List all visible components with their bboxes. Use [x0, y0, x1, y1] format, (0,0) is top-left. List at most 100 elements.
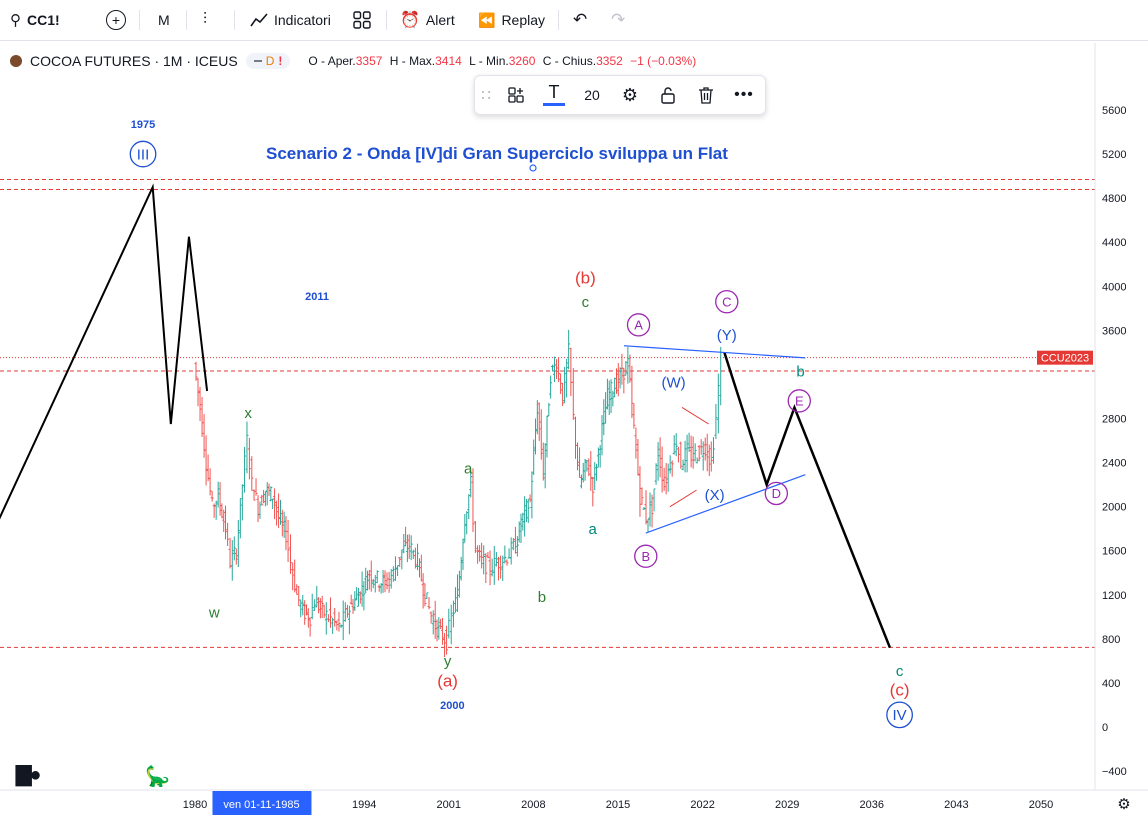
level-label-bg	[1096, 172, 1126, 187]
wave-label-circle	[764, 481, 789, 506]
add-symbol-button[interactable]: +	[106, 0, 126, 40]
currency-selector[interactable]: USD ⌄ t ⌄	[1099, 49, 1146, 99]
chart-type-button[interactable]: ⫶	[203, 0, 207, 40]
low-value: 3260	[508, 54, 536, 68]
separator	[186, 10, 187, 30]
tradingview-logo[interactable]: ▇●	[16, 762, 42, 787]
more-dots-icon: •••	[734, 86, 754, 103]
x-tick-label: 2036	[860, 799, 884, 811]
gear-icon: ⚙	[621, 84, 639, 105]
alert-label: Alert	[425, 12, 455, 28]
separator	[558, 10, 559, 30]
delayed-badge: D	[265, 54, 275, 68]
level-label-bg	[1096, 640, 1126, 655]
tv-logo-icon: ▇●	[16, 764, 42, 786]
alert-button[interactable]: ⏰ Alert	[400, 0, 455, 40]
wave-label: 1975	[131, 119, 155, 131]
crosshair-date-bg	[212, 791, 312, 815]
wave-label: IV	[893, 707, 907, 724]
y-tick-label: 0	[1102, 722, 1108, 734]
wave-label: B	[641, 549, 650, 564]
price-label: 5313	[1101, 137, 1125, 149]
y-tick-label: −400	[1102, 766, 1127, 778]
legend-badges[interactable]: D !	[245, 53, 291, 69]
y-tick-label: 5600	[1102, 105, 1126, 117]
wave-label: 2011	[305, 291, 329, 303]
lock-button[interactable]	[649, 76, 687, 114]
template-button[interactable]	[497, 76, 535, 114]
chart-title[interactable]: Scenario 2 - Onda [IV]di Gran Superciclo…	[266, 144, 728, 163]
x-tick-label: 2029	[775, 799, 799, 811]
font-size-button[interactable]: 20	[573, 76, 611, 114]
axis-settings-button[interactable]: ⚙	[1114, 794, 1134, 814]
warning-badge: !	[278, 54, 283, 68]
wave-label: a	[464, 460, 473, 477]
scale-selector[interactable]: t ⌄	[1106, 79, 1135, 93]
layouts-button[interactable]	[353, 0, 371, 40]
drag-handle[interactable]: ∷	[481, 87, 491, 104]
x-tick-label: 2043	[944, 799, 968, 811]
interval-button[interactable]: M	[158, 0, 170, 40]
indicators-button[interactable]: Indicatori	[250, 0, 331, 40]
x-tick-label: 2022	[690, 799, 714, 811]
x-tick-label: 1994	[352, 799, 376, 811]
wave-label: b	[796, 363, 804, 380]
gear-icon: ⚙	[1117, 796, 1131, 813]
elliott-wave-path	[0, 183, 209, 520]
change-value: −1 (−0.03%)	[630, 54, 697, 68]
y-tick-label: 2800	[1102, 414, 1126, 426]
wave-label: w	[208, 605, 220, 622]
x-tick-label: 2001	[437, 799, 461, 811]
symbol-tag-bg	[1037, 350, 1093, 365]
high-value: 3414	[435, 54, 462, 68]
triangle-lower-line	[645, 474, 806, 534]
price-label-bg	[1096, 134, 1130, 149]
triangle-upper-line	[624, 345, 806, 359]
text-t-icon: T	[548, 82, 560, 102]
crosshair-date-label: ven 01-11-1985	[223, 799, 299, 811]
wave-label: (X)	[705, 487, 725, 504]
plus-circle-icon: +	[106, 10, 126, 30]
wave-label: (Y)	[717, 327, 737, 344]
delete-button[interactable]	[687, 76, 725, 114]
symbol-search[interactable]: ⚲ CC1!	[10, 0, 60, 40]
redo-button[interactable]: ↷	[611, 0, 625, 40]
wave-label-circle	[626, 313, 651, 337]
wave-label: (c)	[890, 680, 910, 699]
undo-icon: ↶	[573, 10, 588, 29]
y-tick-label: 5200	[1102, 149, 1126, 161]
replay-button[interactable]: ⏪ Replay	[478, 0, 545, 40]
price-axis-panel	[1095, 43, 1148, 828]
wave-label: c	[896, 663, 904, 680]
cocoa-logo-icon	[10, 55, 22, 67]
bars-chart-icon: ⫶	[203, 11, 208, 28]
x-tick-label: 2008	[521, 799, 545, 811]
wave-label: C	[722, 294, 731, 309]
wave-label: (a)	[437, 672, 458, 691]
legend-title[interactable]: COCOA FUTURES · 1M · ICEUS	[30, 53, 238, 69]
wave-label-circle	[129, 140, 157, 168]
wave-label: a	[588, 521, 597, 538]
y-tick-label: 1200	[1102, 590, 1126, 602]
settings-button[interactable]: ⚙	[611, 76, 649, 114]
undo-button[interactable]: ↶	[573, 0, 587, 40]
wave-label-circle	[634, 544, 658, 568]
low-label: L - Min.	[469, 54, 509, 68]
trash-icon	[699, 87, 713, 104]
wave-label-circle	[886, 701, 913, 729]
level-label: 3231	[1099, 366, 1123, 378]
level-label: 4878	[1099, 185, 1123, 197]
level-label-bg	[1096, 364, 1126, 379]
y-tick-label: 1600	[1102, 546, 1126, 558]
separator	[139, 10, 140, 30]
more-button[interactable]: •••	[725, 76, 763, 114]
text-color-button[interactable]: T	[535, 76, 573, 114]
inner-triangle-line	[681, 407, 709, 425]
level-label: 4969	[1099, 175, 1123, 187]
y-tick-label: 400	[1102, 678, 1120, 690]
wave-label-circle	[715, 290, 739, 314]
currency-code[interactable]: USD ⌄	[1106, 55, 1145, 69]
dinosaur-icon[interactable]: 🦕	[145, 766, 170, 788]
inner-triangle-line	[669, 489, 697, 508]
